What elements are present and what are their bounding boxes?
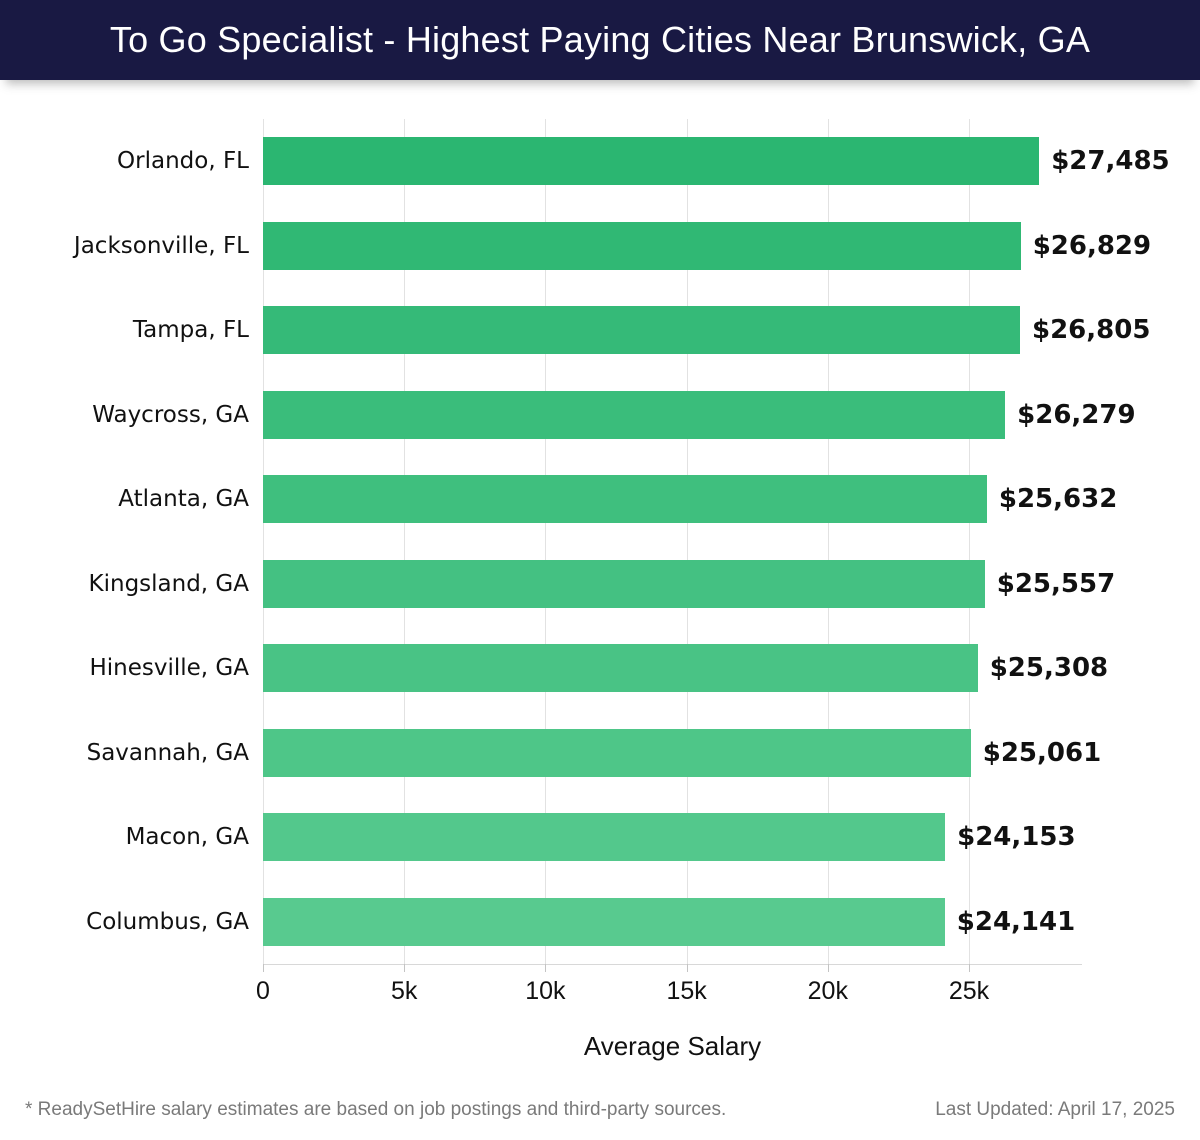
- x-tick-label: 5k: [391, 977, 418, 1005]
- bar-row: Hinesville, GA $25,308: [89, 626, 1108, 711]
- x-axis-title: Average Salary: [583, 1031, 762, 1061]
- bar-row: Waycross, GA $26,279: [92, 373, 1136, 458]
- bar: [263, 897, 945, 946]
- bar: [263, 390, 1006, 439]
- category-label: Tampa, FL: [132, 317, 249, 344]
- category-label: Jacksonville, FL: [73, 232, 249, 259]
- gridline: [404, 119, 406, 964]
- gridline: [969, 119, 971, 964]
- page-title: To Go Specialist - Highest Paying Cities…: [109, 19, 1091, 60]
- x-tick-mark: [404, 964, 406, 972]
- x-axis: 0 5k 10k 15k 20k 25k: [256, 964, 1082, 1024]
- bar-row: Orlando, FL $27,485: [117, 119, 1170, 204]
- x-tick-mark: [969, 964, 971, 972]
- category-label: Waycross, GA: [92, 401, 249, 428]
- footer-last-updated: Last Updated: April 17, 2025: [935, 1099, 1175, 1120]
- category-label: Kingsland, GA: [88, 570, 249, 597]
- bar-row: Jacksonville, FL $26,829: [74, 204, 1151, 289]
- bar-row: Columbus, GA $24,141: [86, 880, 1082, 965]
- bar: [263, 644, 978, 693]
- bar: [263, 559, 985, 608]
- bar-value-label: $25,632: [998, 484, 1118, 515]
- bar-value-label: $27,485: [1051, 146, 1170, 177]
- bar-value-label: $25,557: [996, 568, 1116, 599]
- x-tick-label: 15k: [666, 977, 707, 1005]
- x-tick-label: 20k: [807, 977, 848, 1005]
- bar-row: Tampa, FL $26,805: [133, 288, 1150, 373]
- category-label: Macon, GA: [125, 824, 249, 851]
- bar: [263, 728, 971, 777]
- category-label: Columbus, GA: [86, 908, 249, 935]
- bar: [263, 475, 987, 524]
- x-tick-label: 10k: [525, 977, 566, 1005]
- bar-row: Atlanta, GA $25,632: [118, 457, 1117, 542]
- category-label: Hinesville, GA: [89, 655, 249, 682]
- header-bar: To Go Specialist - Highest Paying Cities…: [0, 0, 1200, 80]
- bar-value-label: $26,279: [1017, 399, 1136, 430]
- x-tick-mark: [827, 964, 829, 972]
- bar-value-label: $26,829: [1032, 230, 1152, 261]
- x-tick-mark: [545, 964, 547, 972]
- bar-row: Kingsland, GA $25,557: [89, 542, 1115, 627]
- category-label: Orlando, FL: [117, 148, 249, 175]
- bar-value-label: $25,061: [982, 737, 1102, 768]
- category-label: Savannah, GA: [86, 739, 249, 766]
- bar-row: Macon, GA $24,153: [126, 795, 1082, 880]
- plot-area: Orlando, FL $27,485 Jacksonville, FL $26,82…: [74, 119, 1170, 965]
- bar-value-label: $25,308: [989, 653, 1109, 684]
- footer-note: * ReadySetHire salary estimates are base…: [25, 1099, 727, 1120]
- x-tick-mark: [686, 964, 688, 972]
- bar: [263, 306, 1020, 355]
- gridline: [686, 119, 688, 964]
- bar-value-label: $26,805: [1032, 315, 1151, 346]
- category-label: Atlanta, GA: [118, 486, 249, 513]
- gridline: [545, 119, 547, 964]
- x-tick-label: 25k: [948, 977, 990, 1005]
- bar-row: Savannah, GA $25,061: [87, 711, 1101, 796]
- x-tick-label: 0: [256, 977, 270, 1005]
- bar-value-label: $24,141: [956, 906, 1076, 937]
- bar: [263, 813, 946, 862]
- gridline: [263, 119, 264, 964]
- x-tick-mark: [263, 964, 264, 972]
- bar-value-label: $24,153: [957, 822, 1076, 853]
- gridline: [827, 119, 829, 964]
- bar: [263, 137, 1040, 186]
- bar: [263, 221, 1021, 270]
